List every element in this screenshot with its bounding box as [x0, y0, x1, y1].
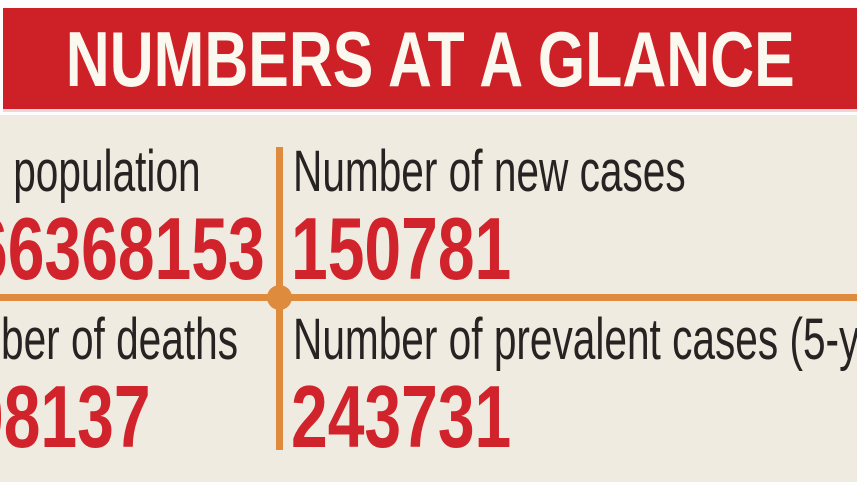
vertical-divider-bottom — [276, 297, 283, 450]
vertical-divider-top — [276, 147, 283, 298]
population-value-clipped-digit: 6 — [0, 199, 8, 298]
deaths-value-text: 8137 — [3, 367, 151, 466]
deaths-label: ber of deaths — [1, 307, 239, 372]
prevalent-cases-value: 243731 — [291, 367, 512, 466]
prevalent-label-clip-region: Number of prevalent cases (5-y — [293, 308, 857, 386]
population-value: 66368153 — [0, 205, 363, 293]
new-cases-value: 150781 — [291, 199, 512, 298]
population-label-clipped-fragment: l — [0, 139, 2, 204]
population-value-text: 6368153 — [7, 199, 265, 298]
header-banner: NUMBERS AT A GLANCE — [3, 8, 857, 109]
deaths-value-clipped-digit: 0 — [0, 367, 4, 466]
new-cases-label: Number of new cases — [293, 139, 686, 204]
population-label-text: population — [13, 139, 201, 204]
divider-center-dot — [267, 285, 292, 310]
prevalent-cases-label: Number of prevalent cases (5-y — [293, 308, 857, 372]
deaths-value: 08137 — [0, 373, 212, 461]
horizontal-divider-line — [0, 294, 857, 301]
population-label: lpopulation — [0, 143, 290, 201]
header-title: NUMBERS AT A GLANCE — [65, 14, 795, 103]
